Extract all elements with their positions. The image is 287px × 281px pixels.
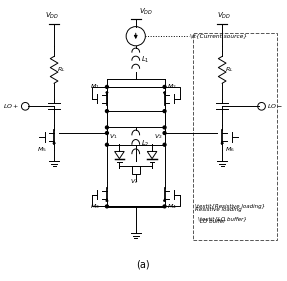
Text: $L_2$: $L_2$ [141, 139, 149, 149]
Text: Resistive loading: Resistive loading [195, 207, 242, 212]
Text: $M_4$: $M_4$ [167, 202, 177, 211]
Circle shape [163, 132, 166, 134]
Bar [132, 166, 139, 174]
Circle shape [163, 126, 166, 129]
Text: LO buffer: LO buffer [200, 219, 226, 224]
Text: $V_c$: $V_c$ [129, 177, 138, 186]
Circle shape [106, 85, 108, 88]
Circle shape [106, 110, 108, 113]
Text: $M_3$: $M_3$ [90, 202, 99, 211]
Text: $V_2$: $V_2$ [154, 132, 163, 141]
Text: $M_1$: $M_1$ [90, 82, 99, 91]
Circle shape [106, 205, 108, 208]
Circle shape [106, 143, 108, 146]
Text: $M_2$: $M_2$ [167, 82, 177, 91]
Text: $V_1$: $V_1$ [109, 132, 117, 141]
Text: $R_L$: $R_L$ [225, 65, 234, 74]
Text: \it{Current source}: \it{Current source} [191, 34, 248, 39]
Text: $V_{DD}$: $V_{DD}$ [217, 11, 231, 21]
Circle shape [163, 205, 166, 208]
Text: $R_L$: $R_L$ [57, 65, 65, 74]
Circle shape [106, 132, 108, 134]
Circle shape [163, 85, 166, 88]
Text: $L_1$: $L_1$ [141, 55, 149, 65]
Text: $M_5$: $M_5$ [37, 145, 47, 154]
Text: $LO-$: $LO-$ [267, 102, 284, 110]
Text: \textit{LO buffer}: \textit{LO buffer} [198, 217, 247, 222]
Text: $V_{DD}$: $V_{DD}$ [139, 7, 153, 17]
Circle shape [106, 126, 108, 129]
Circle shape [163, 143, 166, 146]
Text: $V_{DD}$: $V_{DD}$ [45, 11, 59, 21]
Bar [193, 33, 277, 240]
Text: (a): (a) [137, 260, 150, 270]
Text: $M_6$: $M_6$ [225, 145, 235, 154]
Text: $LO+$: $LO+$ [3, 102, 20, 110]
Circle shape [163, 110, 166, 113]
Text: \textit{Resistive loading}: \textit{Resistive loading} [195, 204, 265, 209]
